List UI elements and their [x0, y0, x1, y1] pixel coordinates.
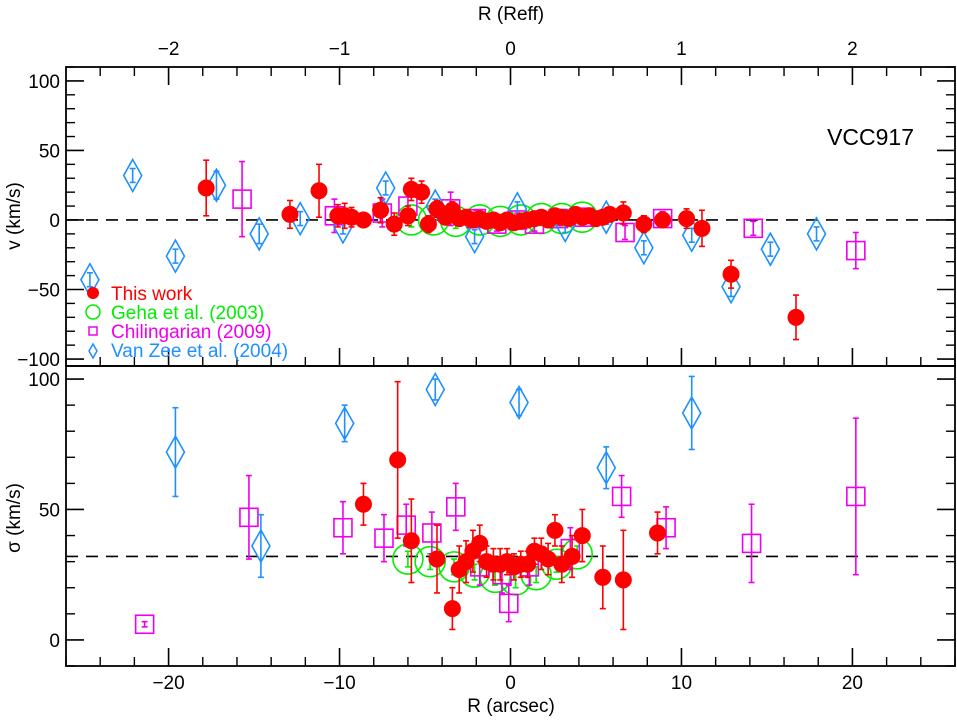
top-x-tick-label--2: −2	[158, 39, 180, 60]
point-velocity-filled-circle-41	[654, 211, 672, 229]
top-x-tick-label-1: 1	[676, 39, 687, 60]
y-tick-label-dispersion-100: 100	[28, 370, 60, 391]
x-tick-label-10: 10	[671, 673, 692, 694]
point-dispersion-open-square-12	[611, 486, 632, 507]
point-dispersion-open-diamond-3	[425, 371, 446, 408]
x-tick-label--10: −10	[323, 673, 355, 694]
point-dispersion-filled-circle-3	[428, 550, 446, 568]
y-tick-label-velocity-50: 50	[39, 141, 60, 162]
point-velocity-filled-circle-40	[635, 215, 653, 233]
point-dispersion-open-square-1	[239, 507, 259, 528]
point-dispersion-filled-circle-19	[546, 521, 564, 539]
top-x-tick-label-2: 2	[847, 39, 858, 60]
y-tick-label-velocity-0: 0	[49, 211, 60, 232]
point-velocity-filled-circle-45	[787, 308, 805, 326]
point-dispersion-filled-circle-25	[649, 524, 667, 542]
point-dispersion-open-diamond-4	[509, 384, 529, 421]
point-dispersion-open-diamond-0	[165, 434, 186, 470]
point-dispersion-open-square-9	[498, 593, 519, 614]
point-velocity-open-square-14	[846, 240, 866, 261]
point-velocity-open-diamond-1	[122, 157, 143, 194]
point-dispersion-open-square-2	[333, 517, 353, 538]
legend-label-1: Geha et al. (2003)	[111, 303, 264, 324]
point-velocity-filled-circle-8	[385, 215, 403, 233]
top-x-tick-label-0: 0	[505, 39, 516, 60]
point-velocity-filled-circle-39	[614, 204, 632, 222]
point-dispersion-open-square-15	[846, 486, 866, 507]
point-velocity-filled-circle-12	[419, 215, 437, 233]
point-velocity-open-diamond-15	[721, 269, 741, 305]
point-dispersion-filled-circle-24	[614, 571, 632, 589]
x-tick-label-20: 20	[842, 673, 863, 694]
point-velocity-filled-circle-2	[310, 182, 328, 200]
point-dispersion-open-diamond-1	[250, 528, 271, 564]
point-velocity-filled-circle-44	[722, 265, 740, 283]
object-label: VCC917	[827, 124, 914, 150]
y-tick-label-velocity--50: −50	[28, 281, 60, 302]
point-dispersion-filled-circle-21	[563, 547, 581, 565]
legend-marker-0	[87, 287, 99, 299]
point-velocity-filled-circle-7	[372, 201, 390, 219]
point-velocity-open-diamond-2	[165, 238, 186, 274]
x-tick-label--20: −20	[152, 673, 184, 694]
point-dispersion-open-diamond-5	[596, 450, 617, 486]
point-dispersion-open-diamond-6	[681, 395, 702, 431]
point-dispersion-filled-circle-23	[594, 568, 612, 586]
point-dispersion-open-square-6	[445, 497, 466, 517]
legend-label-2: Chilingarian (2009)	[111, 322, 272, 343]
point-velocity-open-diamond-9	[464, 219, 485, 255]
point-dispersion-open-circle-1	[414, 545, 446, 578]
dispersion-y-axis-title: σ (km/s)	[4, 483, 25, 553]
point-dispersion-filled-circle-0	[354, 495, 372, 513]
legend-label-3: Van Zee et al. (2004)	[111, 341, 288, 362]
point-dispersion-open-square-14	[741, 533, 762, 554]
point-velocity-filled-circle-6	[354, 211, 372, 229]
point-velocity-open-diamond-3	[206, 167, 227, 203]
point-dispersion-open-square-3	[374, 528, 394, 548]
data-marks	[80, 157, 866, 635]
y-tick-label-velocity-100: 100	[28, 72, 60, 93]
point-dispersion-filled-circle-8	[471, 534, 489, 552]
point-velocity-open-square-13	[743, 218, 764, 239]
point-velocity-open-square-0	[232, 189, 252, 209]
point-dispersion-open-diamond-2	[334, 405, 355, 442]
point-dispersion-filled-circle-1	[389, 451, 407, 469]
bottom-x-axis-title: R (arcsec)	[467, 696, 555, 717]
y-tick-label-dispersion-50: 50	[39, 500, 60, 521]
point-velocity-filled-circle-42	[678, 210, 696, 228]
top-x-axis-title: R (Reff)	[478, 4, 544, 25]
point-dispersion-open-square-5	[422, 523, 442, 543]
y-tick-label-dispersion-0: 0	[49, 631, 60, 652]
point-velocity-open-diamond-13	[633, 230, 654, 266]
point-velocity-filled-circle-0	[197, 179, 215, 197]
point-velocity-filled-circle-1	[281, 205, 299, 223]
legend-marker-2	[88, 326, 98, 336]
x-tick-label-0: 0	[505, 673, 516, 694]
y-tick-label-velocity--100: −100	[17, 350, 60, 371]
point-velocity-open-diamond-4	[249, 216, 270, 252]
legend-label-0: This work	[111, 284, 193, 305]
point-dispersion-filled-circle-22	[573, 527, 591, 545]
top-x-tick-label--1: −1	[329, 39, 351, 60]
point-dispersion-open-square-0	[134, 614, 155, 635]
point-dispersion-filled-circle-4	[443, 600, 461, 618]
point-velocity-open-diamond-17	[806, 216, 827, 252]
legend-marker-1	[85, 304, 101, 320]
point-velocity-filled-circle-43	[693, 219, 711, 237]
point-velocity-filled-circle-11	[413, 183, 431, 201]
velocity-y-axis-title: v (km/s)	[4, 182, 25, 250]
legend-marker-3	[88, 342, 98, 360]
point-velocity-filled-circle-9	[399, 207, 417, 225]
point-velocity-open-diamond-16	[760, 231, 781, 267]
point-dispersion-filled-circle-2	[402, 532, 420, 550]
